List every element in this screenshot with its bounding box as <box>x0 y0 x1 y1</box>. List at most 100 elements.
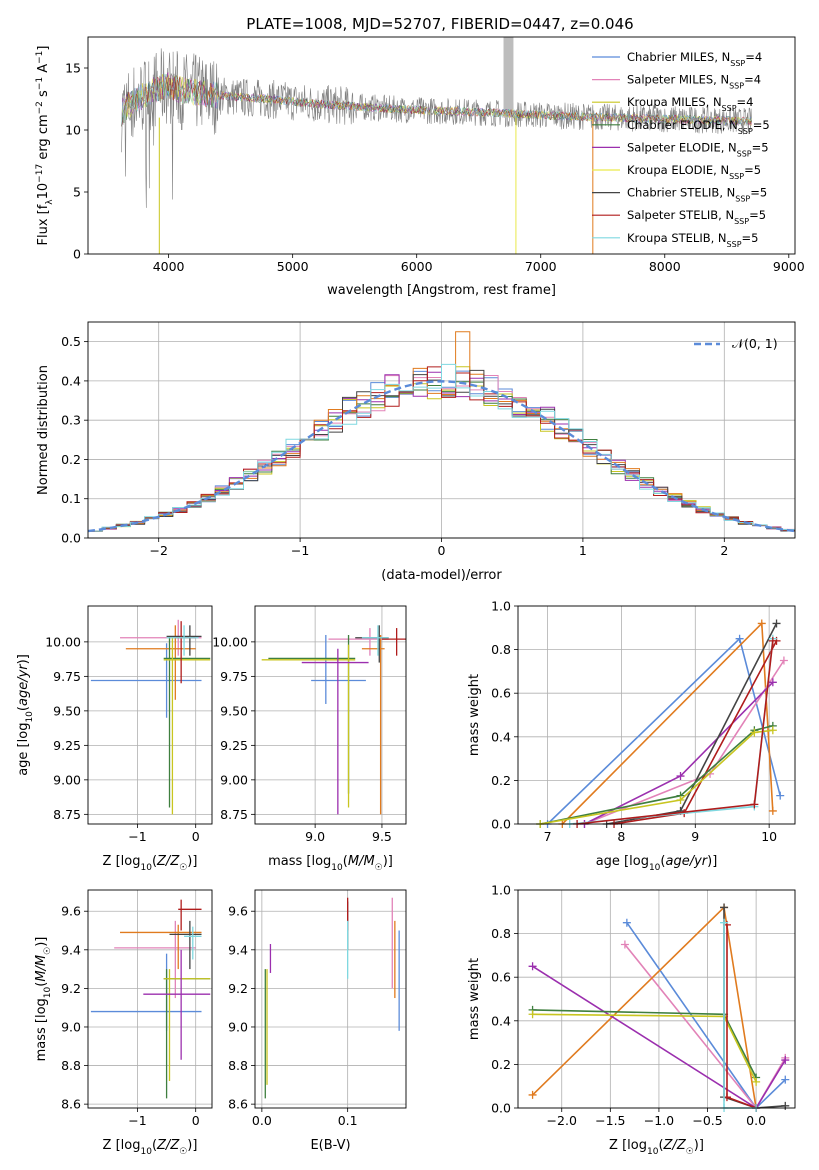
x-axis-label: age [log10(age/yr)] <box>596 854 718 873</box>
y-tick-label: 0.4 <box>61 373 81 388</box>
axes-frame <box>87 36 796 255</box>
figure-title: PLATE=1008, MJD=52707, FIBERID=0447, z=0… <box>246 15 633 33</box>
x-axis-label: mass [log10(M/M☉)] <box>268 854 393 873</box>
axes-frame <box>254 889 407 1109</box>
y-tick-label: 9.75 <box>53 669 81 684</box>
weight-marker <box>752 1077 761 1086</box>
weight-marker <box>768 678 777 687</box>
x-tick-label: 8 <box>617 829 625 844</box>
x-axis-label: Z [log10(Z/Z☉)] <box>103 854 198 873</box>
weight-line <box>532 1013 757 1083</box>
y-axis-label: mass weight <box>467 958 482 1040</box>
y-tick-label: 9.50 <box>53 703 81 718</box>
legend-label: Kroupa ELODIE, NSSP=5 <box>627 163 761 181</box>
weight-marker <box>676 772 685 781</box>
spectrum-chart: 4000 5000 6000 7000 8000 9000 0 5 10 15 Chabrier M… <box>35 36 805 298</box>
legend-label: Chabrier STELIB, NSSP=5 <box>627 186 767 204</box>
y-tick-label: 0.0 <box>61 531 81 546</box>
legend-label: Salpeter STELIB, NSSP=5 <box>627 208 766 226</box>
x-tick-label: −2.0 <box>547 1113 577 1128</box>
y-tick-label: 9.4 <box>61 942 81 957</box>
x-tick-label: −1 <box>128 1113 146 1128</box>
y-tick-label: 9.2 <box>61 981 81 996</box>
weight-marker <box>750 728 759 737</box>
x-tick-label: −2 <box>149 543 167 558</box>
x-tick-label: 1 <box>579 543 587 558</box>
weight-marker <box>528 962 537 971</box>
weight-marker <box>620 940 629 949</box>
errorbar-plot-area <box>261 625 406 815</box>
weight-marker <box>781 1101 790 1110</box>
y-tick-label: 0.4 <box>491 1013 511 1028</box>
x-tick-label: 0 <box>192 829 200 844</box>
spectrum-plot-area <box>121 37 752 254</box>
y-tick-label: 0.2 <box>61 452 81 467</box>
x-tick-label: 7000 <box>525 259 557 274</box>
errorbar-plot-area <box>90 619 211 815</box>
x-tick-label: −1 <box>291 543 309 558</box>
weight-line <box>540 729 773 825</box>
weight-marker <box>720 903 729 912</box>
weight-marker <box>750 800 759 809</box>
weight-marker <box>757 619 766 628</box>
model-fit-line <box>121 73 752 127</box>
weight-line <box>561 621 774 825</box>
age-vs-metallicity-chart: −1 0 8.75 9.00 9.25 9.50 9.75 10.00 Z [log10(Z/Z… <box>16 605 213 873</box>
y-tick-label: 0.2 <box>491 1057 511 1072</box>
y-tick-label: 9.75 <box>220 669 248 684</box>
x-tick-label: 0 <box>192 1113 200 1128</box>
x-tick-label: 0.1 <box>338 1113 358 1128</box>
y-tick-label: 8.8 <box>228 1058 248 1073</box>
weight-line <box>546 637 781 825</box>
x-tick-label: 4000 <box>153 259 185 274</box>
legend-label: Salpeter MILES, NSSP=4 <box>627 73 761 91</box>
x-axis-label: wavelength [Angstrom, rest frame] <box>327 283 556 298</box>
x-tick-label: 0.0 <box>252 1113 272 1128</box>
y-axis-label: Flux [fλ10−17 erg cm−2 s−1 A−1] <box>35 46 55 246</box>
x-tick-label: −0.5 <box>692 1113 722 1128</box>
y-tick-label: 0.3 <box>61 413 81 428</box>
masked-region <box>503 37 514 118</box>
weight-line <box>532 905 757 1109</box>
axes-frame <box>87 889 213 1109</box>
weight-marker <box>528 1010 537 1019</box>
y-tick-label: 8.6 <box>61 1097 81 1112</box>
x-axis-label: (data-model)/error <box>381 568 502 583</box>
x-tick-label: 7 <box>544 829 552 844</box>
y-tick-label: 1.0 <box>491 599 511 614</box>
mass-weight-vs-metallicity-chart: −2.0 −1.5 −1.0 −0.5 0.0 0.0 0.2 0.4 0.6 0.8 1.0 mas… <box>467 883 796 1157</box>
y-tick-label: 9.0 <box>61 1019 81 1034</box>
x-tick-label: 6000 <box>401 259 433 274</box>
x-tick-label: 9 <box>691 829 699 844</box>
weight-line <box>606 623 778 825</box>
weight-line <box>624 943 786 1110</box>
legend-label: Kroupa MILES, NSSP=4 <box>627 95 753 113</box>
weight-marker <box>720 918 729 927</box>
y-axis-label: Normed distribution <box>36 365 51 495</box>
weight-line <box>540 725 773 825</box>
weight-marker <box>768 726 777 735</box>
y-tick-label: 8.75 <box>220 807 248 822</box>
normal-curve <box>88 380 795 533</box>
y-tick-label: 9.00 <box>220 772 248 787</box>
y-tick-label: 10.00 <box>45 634 81 649</box>
weight-marker <box>768 636 777 645</box>
y-tick-label: 9.25 <box>53 738 81 753</box>
residual-plot-area <box>88 331 795 533</box>
y-tick-label: 9.00 <box>53 772 81 787</box>
model-fit-line <box>121 73 752 127</box>
y-tick-label: 9.6 <box>228 904 248 919</box>
x-tick-label: 9.5 <box>372 829 392 844</box>
x-tick-label: −1 <box>128 829 146 844</box>
weight-marker <box>676 796 685 805</box>
y-tick-label: 0.4 <box>491 729 511 744</box>
x-tick-label: 9000 <box>773 259 805 274</box>
y-tick-label: 0.0 <box>491 817 511 832</box>
errorbar-plot-area <box>264 897 400 1099</box>
x-tick-label: 0 <box>438 543 446 558</box>
y-tick-label: 1.0 <box>491 883 511 898</box>
legend-label: Chabrier ELODIE, NSSP=5 <box>627 118 770 136</box>
x-tick-label: −1.5 <box>595 1113 625 1128</box>
errorbar-plot-area <box>90 899 211 1099</box>
